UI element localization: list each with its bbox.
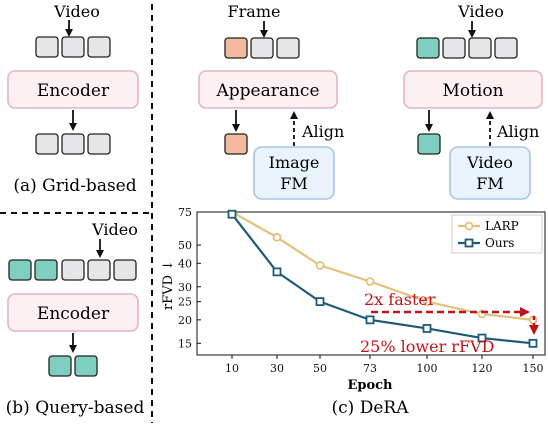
query-token: [8, 259, 32, 281]
ours-point: [365, 315, 375, 325]
x-axis-ticks: 10 30 50 73 100 120 150: [225, 355, 544, 375]
query-token: [74, 355, 98, 377]
larp-point: [272, 232, 282, 242]
encoder-label: Encoder: [37, 81, 110, 101]
encoder-label: Encoder: [37, 304, 110, 324]
token: [87, 36, 111, 58]
encoder-block: [7, 293, 139, 332]
ours-point: [477, 333, 487, 343]
panel-a-input-label: Video: [53, 2, 100, 21]
chart-legend: LARP Ours: [451, 214, 543, 254]
query-token: [34, 259, 58, 281]
ours-point: [315, 297, 325, 307]
y-tick-label: 20: [178, 314, 192, 327]
panel-b-input-label: Video: [91, 220, 138, 239]
x-tick-label: 150: [523, 362, 544, 375]
appearance-output-token: [224, 133, 248, 155]
ours-point: [227, 209, 237, 219]
image-fm-block: [253, 146, 335, 200]
token: [61, 133, 85, 155]
y-tick-label: 15: [178, 337, 192, 350]
appearance-branch: Frame Appearance Align Image FM: [198, 2, 344, 200]
faster-annotation: 2x faster: [364, 290, 436, 309]
image-fm-label-line2: FM: [280, 174, 307, 193]
video-fm-block: [449, 146, 531, 200]
x-tick-label: 100: [417, 362, 438, 375]
motion-label: Motion: [442, 81, 503, 101]
larp-point: [315, 260, 325, 270]
motion-align-label: Align: [496, 122, 539, 141]
lower-rfvd-annotation: 25% lower rFVD: [360, 337, 494, 356]
motion-input-label: Video: [457, 2, 504, 21]
token: [113, 259, 137, 281]
panel-c-caption: (c) DeRA: [332, 398, 410, 418]
x-tick-label: 10: [225, 362, 239, 375]
token: [87, 259, 111, 281]
y-tick-label: 25: [178, 296, 192, 309]
x-tick-label: 73: [363, 362, 377, 375]
legend-larp-marker: [464, 221, 474, 231]
token: [442, 37, 466, 59]
token: [35, 133, 59, 155]
larp-point: [422, 297, 432, 307]
chart-series: [227, 209, 538, 348]
ours-point: [422, 324, 432, 333]
motion-output-token: [417, 133, 441, 155]
x-tick-label: 50: [313, 362, 327, 375]
panel-a-caption: (a) Grid-based: [13, 176, 136, 196]
token: [35, 36, 59, 58]
panel-a: Video Encoder (a) Grid-based: [7, 2, 139, 196]
motion-branch: Video Motion Align Video FM: [403, 2, 543, 200]
appearance-align-label: Align: [301, 122, 344, 141]
token: [250, 37, 274, 59]
y-tick-label: 40: [178, 257, 192, 270]
ours-point: [528, 338, 538, 348]
motion-block: [403, 70, 543, 109]
token: [276, 37, 300, 59]
larp-point: [365, 277, 375, 286]
token: [61, 36, 85, 58]
token: [468, 37, 492, 59]
query-token: [48, 355, 72, 377]
legend-ours-marker: [464, 238, 474, 248]
appearance-label: Appearance: [215, 81, 319, 101]
token: [61, 259, 85, 281]
panel-b: Video Encoder (b) Query-based: [6, 220, 145, 418]
x-axis-label: Epoch: [347, 378, 393, 393]
legend-ours-label: Ours: [485, 236, 514, 250]
x-tick-label: 30: [270, 362, 284, 375]
x-tick-label: 120: [472, 362, 493, 375]
encoder-block: [7, 70, 139, 109]
y-axis-ticks: 15 20 25 30 40 50 75: [178, 206, 201, 350]
panel-b-caption: (b) Query-based: [6, 398, 145, 418]
y-tick-label: 30: [178, 281, 192, 294]
image-fm-label-line1: Image: [269, 153, 320, 172]
token: [87, 133, 111, 155]
video-fm-label-line1: Video: [466, 153, 513, 172]
y-axis-label: rFVD ↓: [161, 260, 176, 310]
legend-larp-label: LARP: [485, 219, 519, 233]
y-tick-label: 50: [178, 239, 192, 252]
appearance-input-label: Frame: [228, 2, 281, 21]
appearance-block: [198, 70, 338, 109]
ours-point: [272, 267, 282, 277]
video-fm-label-line2: FM: [476, 174, 503, 193]
y-tick-label: 75: [178, 206, 192, 219]
appearance-token: [224, 37, 248, 59]
query-token: [416, 37, 440, 59]
token: [494, 37, 518, 59]
